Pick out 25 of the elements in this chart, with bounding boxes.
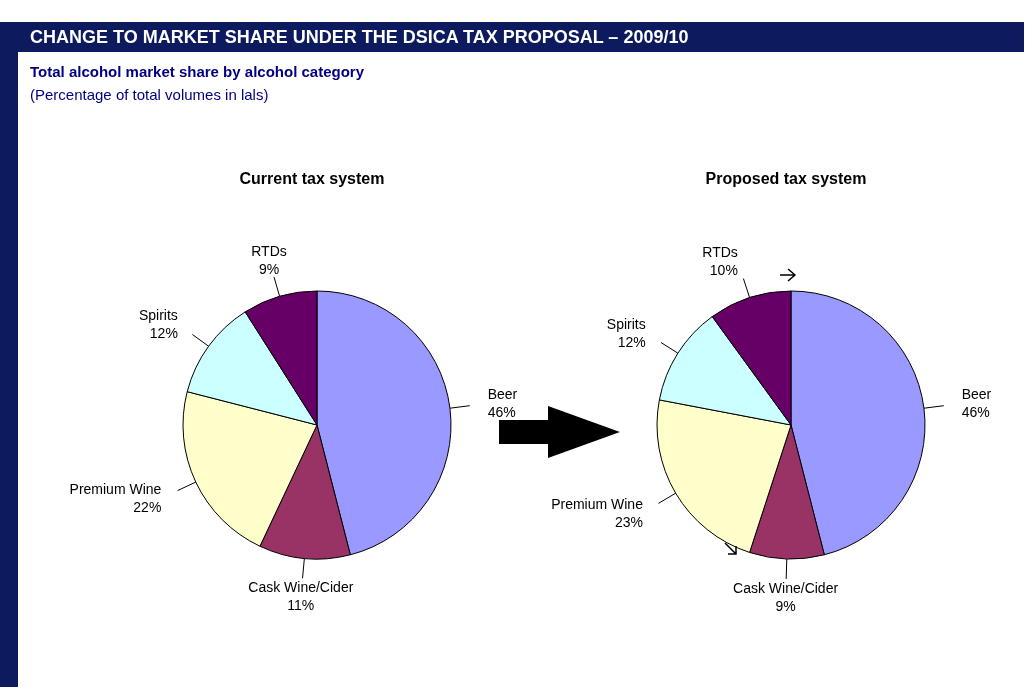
chart-title: Proposed tax system bbox=[704, 170, 868, 188]
slice-label: Beer bbox=[961, 386, 992, 403]
slice-label: RTDs bbox=[251, 242, 287, 259]
slice-label: Cask Wine/Cider bbox=[248, 579, 354, 596]
data-label: 46% bbox=[487, 404, 516, 421]
data-label: 12% bbox=[617, 333, 646, 350]
data-label: 11% bbox=[287, 597, 315, 614]
slice-label: Premium Wine bbox=[69, 481, 162, 498]
slice-label: Spirits bbox=[606, 315, 646, 332]
data-label: 12% bbox=[149, 324, 178, 341]
data-label: 9% bbox=[258, 260, 280, 277]
data-label: 10% bbox=[709, 262, 738, 279]
data-label: 23% bbox=[614, 513, 643, 530]
text: (Percentage of total volumes in lals) bbox=[30, 86, 269, 103]
text: CHANGE TO MARKET SHARE UNDER THE DSICA TAX PROPOSAL – 2009/10 bbox=[18, 22, 1024, 52]
data-label: 22% bbox=[133, 499, 162, 516]
slice-label: Spirits bbox=[138, 306, 178, 323]
chart-title: Current tax system bbox=[238, 170, 386, 188]
data-label: 46% bbox=[961, 404, 990, 421]
slice-label: RTDs bbox=[702, 244, 738, 261]
slice-label: Cask Wine/Cider bbox=[733, 579, 839, 596]
text: Total alcohol market share by alcohol category bbox=[30, 63, 364, 80]
slice-label: Premium Wine bbox=[551, 495, 644, 512]
data-label: 9% bbox=[775, 597, 796, 614]
slice-label: Beer bbox=[487, 386, 518, 403]
